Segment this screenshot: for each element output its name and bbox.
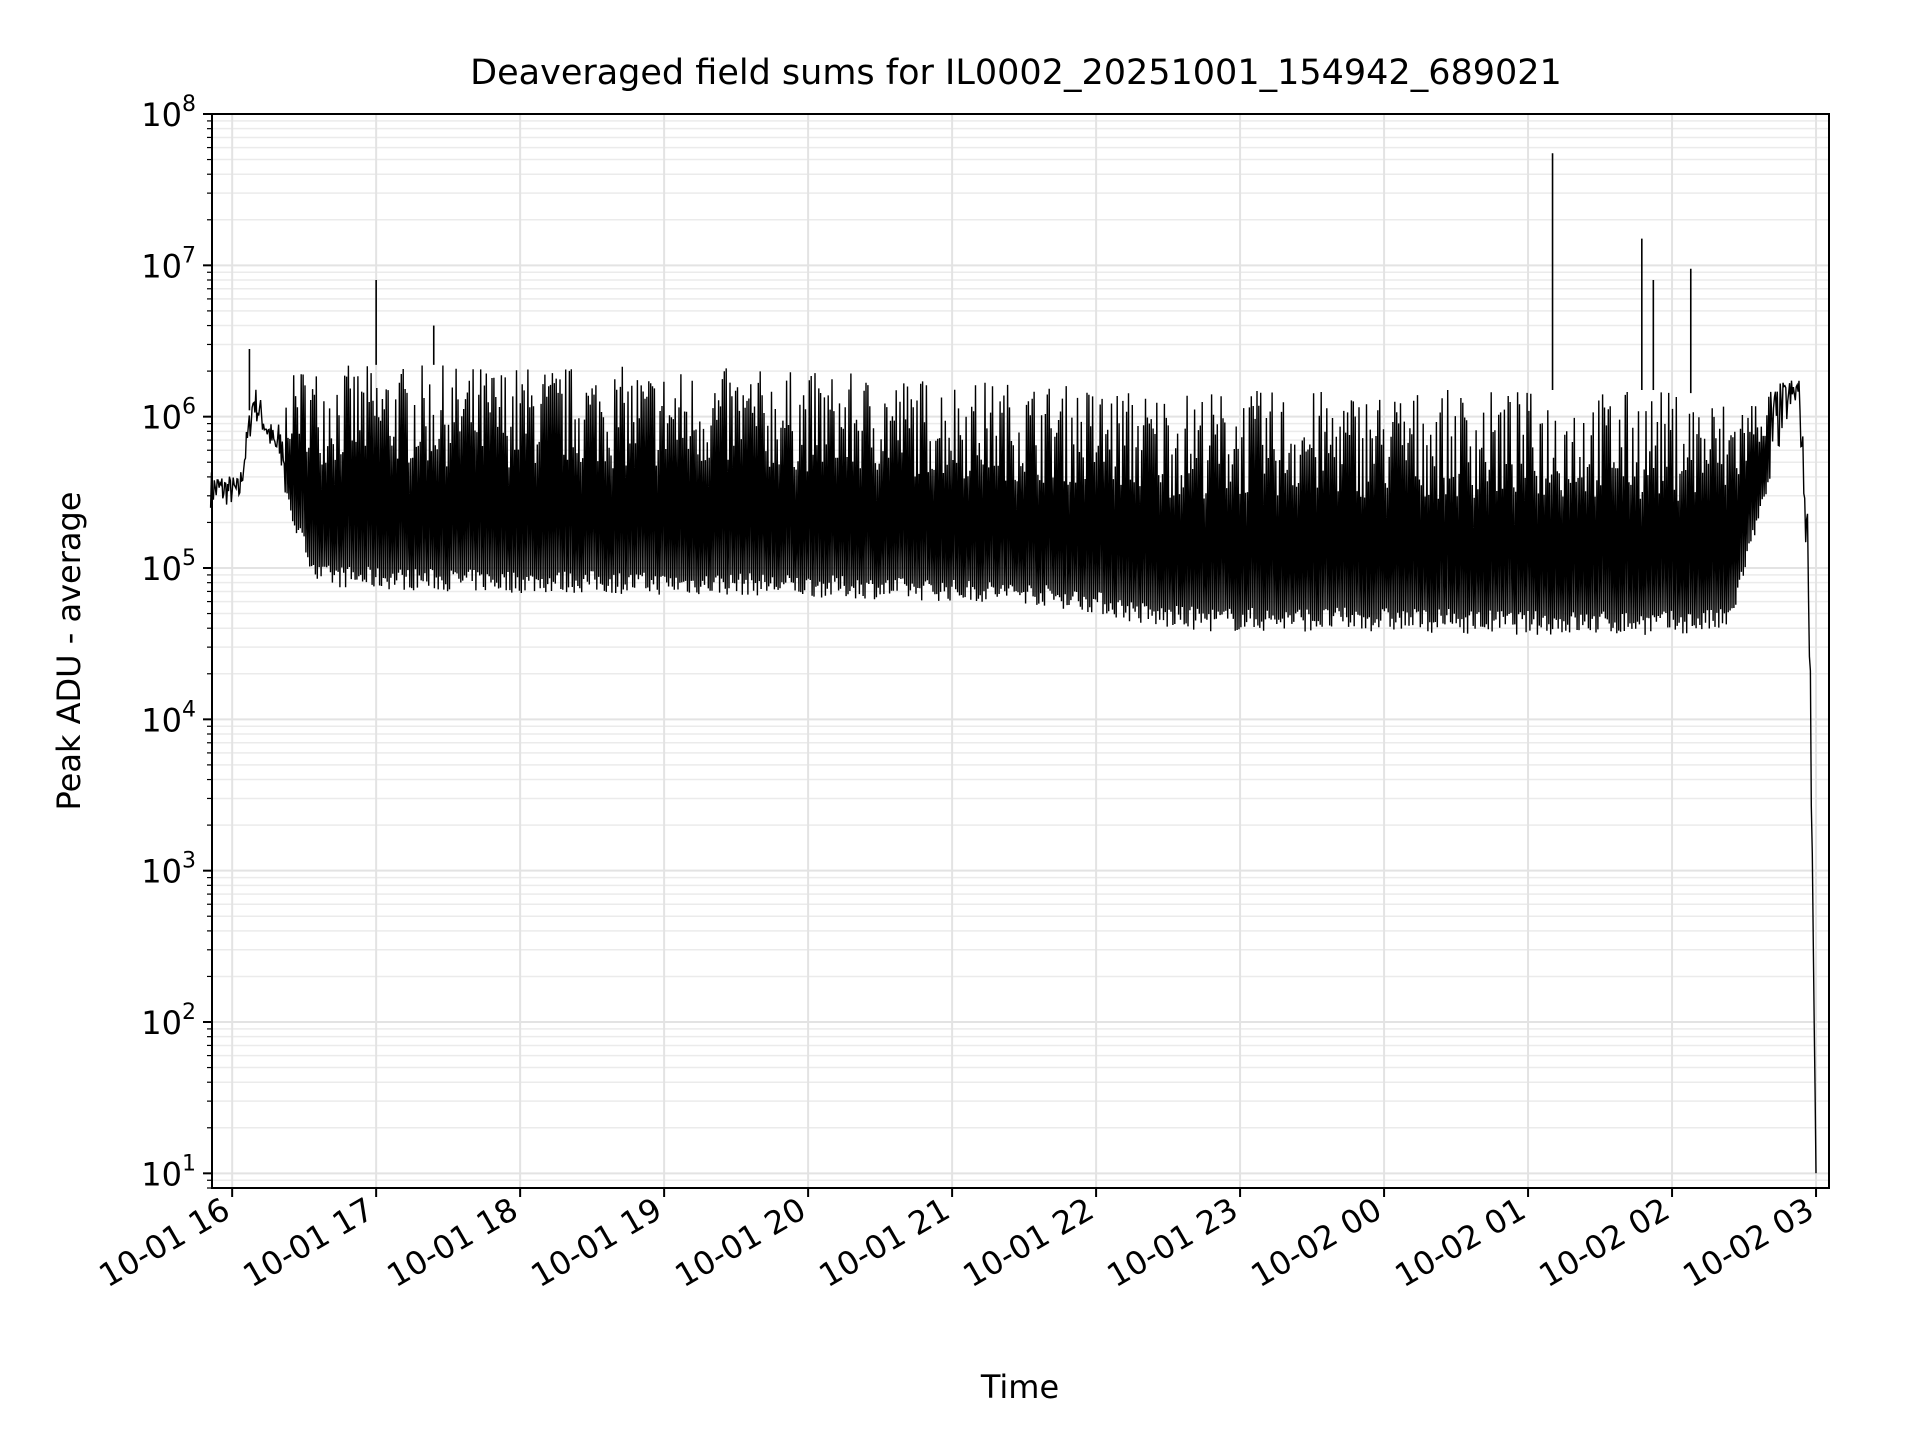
y-tick-label-base: 10 bbox=[141, 1004, 182, 1042]
y-tick-label-base: 10 bbox=[141, 550, 182, 588]
y-tick-label-exponent: 6 bbox=[182, 395, 196, 420]
y-tick-label-base: 10 bbox=[141, 399, 182, 437]
y-tick-label-exponent: 5 bbox=[182, 546, 196, 571]
x-tick-label: 10-01 23 bbox=[1100, 1190, 1244, 1295]
y-tick-label: 107 bbox=[141, 243, 196, 285]
y-axis-label: Peak ADU - average bbox=[50, 492, 88, 811]
y-tick-label-base: 10 bbox=[141, 853, 182, 891]
y-tick-label: 108 bbox=[141, 92, 196, 134]
x-tick-label: 10-02 02 bbox=[1532, 1190, 1676, 1295]
y-tick-label: 101 bbox=[141, 1151, 196, 1193]
y-tick-label: 105 bbox=[141, 546, 196, 588]
y-tick-label: 103 bbox=[141, 849, 196, 891]
y-tick-label-exponent: 1 bbox=[182, 1151, 196, 1176]
y-tick-label-base: 10 bbox=[141, 96, 182, 134]
y-tick-label-base: 10 bbox=[141, 701, 182, 739]
data-series bbox=[209, 153, 1817, 1174]
grid bbox=[212, 113, 1829, 1189]
x-tick-label: 10-02 03 bbox=[1676, 1190, 1820, 1295]
x-tick-label: 10-01 18 bbox=[381, 1190, 525, 1295]
y-tick-label: 102 bbox=[141, 1000, 196, 1042]
y-tick-label-exponent: 3 bbox=[182, 849, 196, 874]
x-tick-label: 10-01 19 bbox=[525, 1190, 669, 1295]
x-tick-label: 10-01 17 bbox=[237, 1190, 381, 1295]
x-tick-label: 10-02 01 bbox=[1388, 1190, 1532, 1295]
x-tick-label: 10-02 00 bbox=[1244, 1190, 1388, 1295]
x-axis-label: Time bbox=[980, 1368, 1059, 1406]
chart-title: Deaveraged field sums for IL0002_2025100… bbox=[470, 53, 1562, 93]
x-tick-label: 10-01 16 bbox=[93, 1190, 237, 1295]
y-tick-label-base: 10 bbox=[141, 247, 182, 285]
x-tick-label: 10-01 20 bbox=[669, 1190, 813, 1295]
x-tick-label: 10-01 21 bbox=[813, 1190, 957, 1295]
y-tick-label-base: 10 bbox=[141, 1155, 182, 1193]
series-line bbox=[209, 365, 1817, 1174]
x-axis: 10-01 16 10-01 17 10-01 18 10-01 19 10-01 20… bbox=[93, 1188, 1820, 1295]
y-tick-label-exponent: 4 bbox=[182, 697, 196, 722]
y-tick-label: 106 bbox=[141, 395, 196, 437]
x-tick-label: 10-01 22 bbox=[956, 1190, 1100, 1295]
plot-frame bbox=[211, 113, 1830, 1189]
y-tick-label-exponent: 8 bbox=[182, 92, 196, 117]
y-tick-label: 104 bbox=[141, 697, 196, 739]
y-tick-label-exponent: 7 bbox=[182, 243, 196, 268]
y-tick-label-exponent: 2 bbox=[182, 1000, 196, 1025]
